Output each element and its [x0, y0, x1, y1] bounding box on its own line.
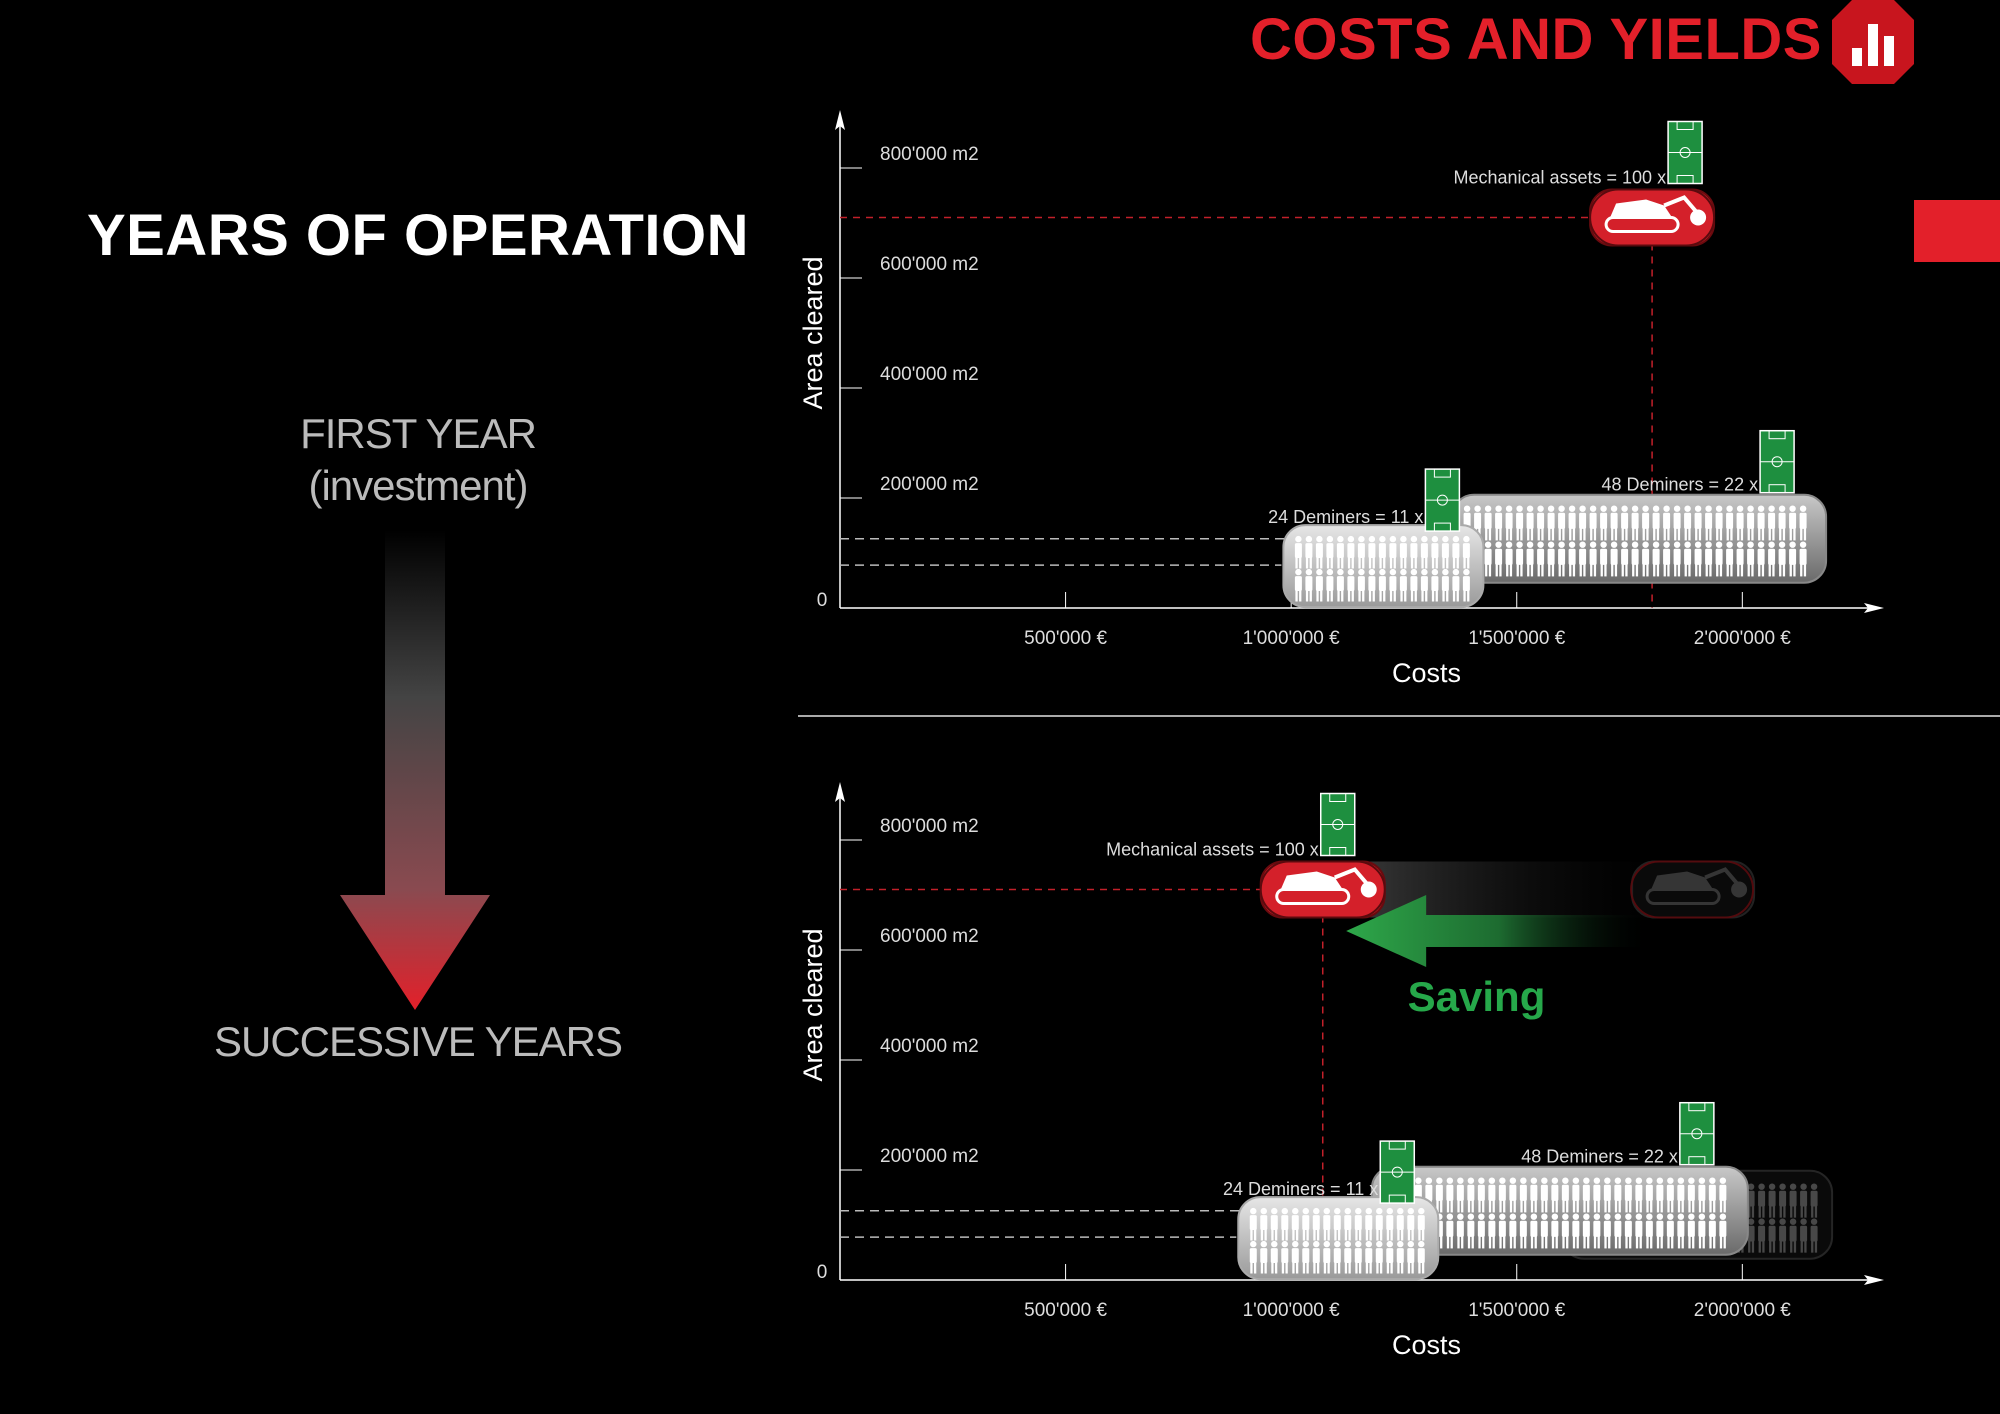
successive-years-label: SUCCESSIVE YEARS — [213, 1018, 623, 1065]
football-field-icon — [1424, 468, 1461, 532]
football-field-icon — [1319, 792, 1356, 857]
y-tick-label: 800'000 m2 — [880, 144, 979, 165]
page-title: COSTS AND YIELDS — [1250, 7, 1822, 72]
panel-separator — [798, 715, 2000, 717]
first-year-line2: (investment) — [308, 462, 528, 509]
first-year-line1: FIRST YEAR — [300, 410, 537, 457]
chart-marks: Saving Mechanical assets = 100 x 24 Demine… — [1106, 792, 1834, 1281]
item-label: 48 Deminers = 22 x — [1521, 1147, 1678, 1167]
first-year-label: FIRST YEAR (investment) — [0, 408, 836, 512]
years-of-operation-title: YEARS OF OPERATION — [86, 203, 750, 268]
chart-marks: Mechanical assets = 100 x 24 Deminers = 1… — [1268, 120, 1828, 609]
item-label: Mechanical assets = 100 x — [1106, 840, 1319, 860]
item-label: 24 Deminers = 11 x — [1223, 1179, 1378, 1199]
y-tick-label: 200'000 m2 — [880, 474, 979, 495]
y-tick-label: 600'000 m2 — [880, 926, 979, 947]
successive-years-chart: 0 200'000 m2 400'000 m2 600'000 m2 800'000 m… — [798, 782, 1884, 1360]
y-axis-label: Area cleared — [798, 928, 828, 1081]
x-axis-label: Costs — [1392, 658, 1461, 688]
x-tick-label: 2'000'000 € — [1694, 1300, 1792, 1321]
demining-machine-icon — [1259, 860, 1386, 919]
y-tick-label: 0 — [817, 1262, 828, 1283]
demining-machine-icon — [1630, 860, 1755, 919]
deminers-group-icon — [1294, 535, 1470, 602]
x-tick-label: 1'000'000 € — [1243, 1300, 1341, 1321]
y-tick-label: 400'000 m2 — [880, 364, 979, 385]
saving-arrow-icon — [1346, 895, 1653, 967]
x-axis-arrow — [1864, 603, 1884, 613]
y-tick-label: 200'000 m2 — [880, 1146, 979, 1167]
y-tick-label: 0 — [817, 590, 828, 611]
deminers-group-icon — [1383, 1177, 1727, 1249]
item-label: 24 Deminers = 11 x — [1268, 507, 1423, 527]
x-axis-label: Costs — [1392, 1330, 1461, 1360]
y-axis-arrow — [835, 782, 845, 802]
bar-chart-icon — [1832, 0, 1914, 84]
y-tick-label: 800'000 m2 — [880, 816, 979, 837]
deminers-group-icon — [1463, 505, 1807, 577]
x-tick-label: 1'500'000 € — [1468, 1300, 1566, 1321]
football-field-icon — [1759, 429, 1795, 494]
football-field-icon — [1379, 1140, 1416, 1204]
y-axis-arrow — [835, 110, 845, 130]
x-tick-label: 500'000 € — [1024, 628, 1107, 649]
x-tick-label: 1'000'000 € — [1243, 628, 1341, 649]
item-label: 48 Deminers = 22 x — [1602, 475, 1759, 495]
y-tick-label: 600'000 m2 — [880, 254, 979, 275]
saving-label: Saving — [1408, 973, 1546, 1020]
x-tick-label: 500'000 € — [1024, 1300, 1107, 1321]
x-axis-arrow — [1864, 1275, 1884, 1285]
item-label: Mechanical assets = 100 x — [1453, 168, 1666, 188]
football-field-icon — [1667, 120, 1703, 185]
demining-machine-icon — [1589, 188, 1716, 247]
y-tick-label: 400'000 m2 — [880, 1036, 979, 1057]
y-axis-label: Area cleared — [798, 256, 828, 409]
gradient-down-arrow-icon — [340, 530, 490, 1010]
deminers-group-icon — [1249, 1207, 1425, 1274]
x-tick-label: 1'500'000 € — [1468, 628, 1566, 649]
first-year-chart: 0 200'000 m2 400'000 m2 600'000 m2 800'000 m… — [798, 110, 1884, 688]
football-field-icon — [1679, 1101, 1715, 1166]
x-tick-label: 2'000'000 € — [1694, 628, 1792, 649]
side-tab[interactable] — [1914, 200, 2000, 262]
